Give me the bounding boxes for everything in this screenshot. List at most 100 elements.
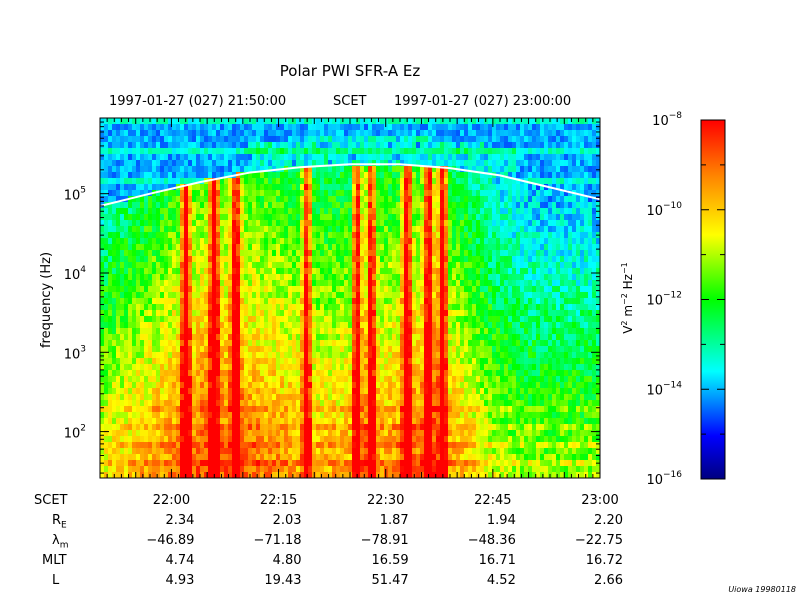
spectrogram-cell: [224, 256, 229, 263]
spectrogram-cell: [168, 178, 173, 185]
spectrogram-cell: [140, 274, 145, 281]
spectrogram-cell: [148, 298, 153, 305]
spectrogram-cell: [224, 124, 229, 131]
spectrogram-cell: [208, 202, 213, 209]
spectrogram-cell: [300, 280, 305, 287]
spectrogram-cell: [372, 334, 377, 341]
spectrogram-cell: [276, 430, 281, 437]
spectrogram-cell: [364, 130, 369, 137]
spectrogram-cell: [188, 184, 193, 191]
spectrogram-cell: [332, 220, 337, 227]
spectrogram-cell: [128, 172, 133, 179]
spectrogram-cell: [308, 262, 313, 269]
spectrogram-cell: [404, 154, 409, 161]
spectrogram-cell: [352, 250, 357, 257]
spectrogram-cell: [108, 172, 113, 179]
spectrogram-cell: [396, 394, 401, 401]
spectrogram-cell: [220, 244, 225, 251]
spectrogram-cell: [284, 148, 289, 155]
spectrogram-cell: [320, 208, 325, 215]
spectrogram-cell: [272, 340, 277, 347]
spectrogram-cell: [108, 454, 113, 461]
spectrogram-cell: [276, 364, 281, 371]
spectrogram-cell: [384, 400, 389, 407]
spectrogram-cell: [336, 382, 341, 389]
spectrogram-cell: [344, 202, 349, 209]
spectrogram-cell: [108, 340, 113, 347]
spectrogram-cell: [364, 232, 369, 239]
spectrogram-cell: [336, 424, 341, 431]
spectrogram-cell: [256, 190, 261, 197]
spectrogram-cell: [108, 130, 113, 137]
spectrogram-cell: [300, 286, 305, 293]
spectrogram-cell: [396, 406, 401, 413]
spectrogram-cell: [196, 208, 201, 215]
spectrogram-cell: [392, 442, 397, 449]
spectrogram-cell: [380, 346, 385, 353]
spectrogram-cell: [312, 256, 317, 263]
spectrogram-cell: [416, 412, 421, 419]
spectrogram-cell: [252, 130, 257, 137]
spectrogram-cell: [264, 256, 269, 263]
spectrogram-cell: [284, 160, 289, 167]
spectrogram-cell: [416, 472, 421, 479]
spectrogram-cell: [336, 286, 341, 293]
spectrogram-cell: [296, 154, 301, 161]
spectrogram-cell: [412, 370, 417, 377]
spectrogram-cell: [380, 202, 385, 209]
spectrogram-cell: [192, 370, 197, 377]
spectrogram-cell: [244, 202, 249, 209]
spectrogram-cell: [352, 262, 357, 269]
spectrogram-cell: [208, 274, 213, 281]
spectrogram-cell: [212, 178, 217, 185]
spectrogram-cell: [372, 280, 377, 287]
spectrogram-cell: [400, 262, 405, 269]
spectrogram-cell: [244, 442, 249, 449]
spectrogram-cell: [124, 190, 129, 197]
spectrogram-cell: [244, 268, 249, 275]
spectrogram-cell: [156, 154, 161, 161]
spectrogram-cell: [352, 370, 357, 377]
spectrogram-cell: [280, 130, 285, 137]
spectrogram-cell: [124, 142, 129, 149]
spectrogram-cell: [280, 232, 285, 239]
spectrogram-cell: [136, 148, 141, 155]
spectrogram-cell: [308, 304, 313, 311]
spectrogram-cell: [148, 424, 153, 431]
spectrogram-cell: [416, 202, 421, 209]
spectrogram-cell: [252, 418, 257, 425]
spectrogram-cell: [424, 148, 429, 155]
spectrogram-cell: [372, 352, 377, 359]
spectrogram-cell: [224, 226, 229, 233]
spectrogram-cell: [176, 328, 181, 335]
spectrogram-cell: [144, 202, 149, 209]
spectrogram-cell: [404, 340, 409, 347]
spectrogram-cell: [184, 202, 189, 209]
spectrogram-cell: [300, 208, 305, 215]
spectrogram-cell: [416, 208, 421, 215]
spectrogram-cell: [368, 202, 373, 209]
spectrogram-cell: [124, 406, 129, 413]
spectrogram-cell: [364, 118, 369, 125]
spectrogram-cell: [272, 364, 277, 371]
spectrogram-cell: [136, 394, 141, 401]
spectrogram-cell: [168, 154, 173, 161]
spectrogram-cell: [212, 202, 217, 209]
spectrogram-cell: [212, 184, 217, 191]
spectrogram-cell: [196, 418, 201, 425]
spectrogram-cell: [312, 280, 317, 287]
spectrogram-cell: [120, 304, 125, 311]
spectrogram-cell: [112, 226, 117, 233]
spectrogram-cell: [196, 400, 201, 407]
spectrogram-cell: [160, 142, 165, 149]
spectrogram-cell: [196, 472, 201, 479]
spectrogram-cell: [252, 292, 257, 299]
spectrogram-cell: [220, 256, 225, 263]
spectrogram-cell: [372, 160, 377, 167]
spectrogram-cell: [248, 238, 253, 245]
spectrogram-cell: [204, 376, 209, 383]
spectrogram-cell: [128, 280, 133, 287]
spectrogram-cell: [192, 376, 197, 383]
spectrogram-cell: [400, 418, 405, 425]
spectrogram-cell: [316, 238, 321, 245]
